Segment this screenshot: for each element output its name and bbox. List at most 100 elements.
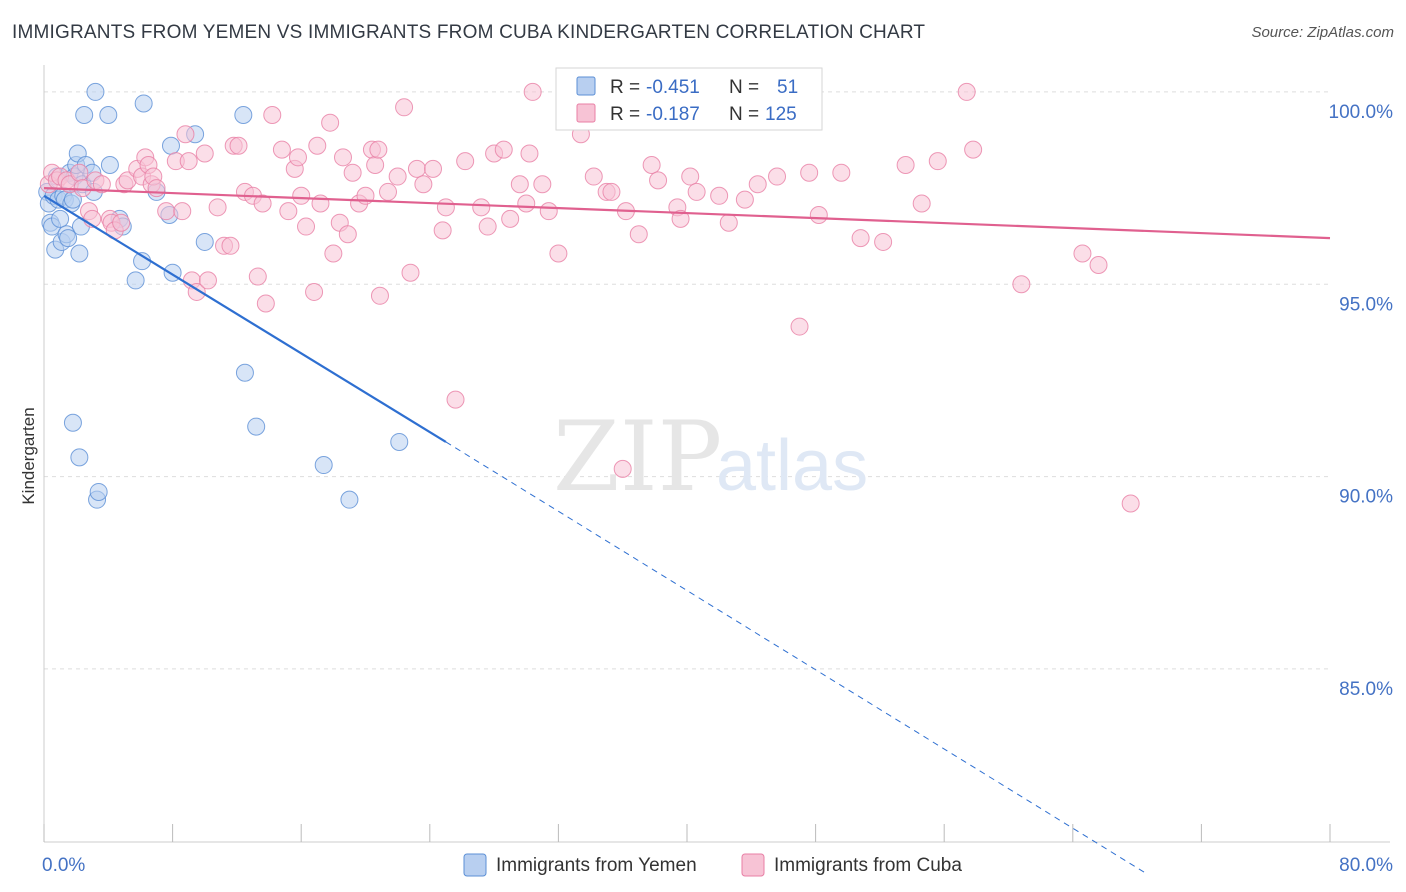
trend-yemen-dashed bbox=[445, 441, 1146, 874]
point-cuba-120 bbox=[1073, 244, 1092, 263]
point-yemen-36 bbox=[134, 94, 153, 113]
point-cuba-80 bbox=[494, 140, 513, 159]
point-cuba-25 bbox=[157, 202, 176, 221]
point-cuba-55 bbox=[324, 244, 343, 263]
point-cuba-112 bbox=[851, 229, 870, 248]
point-cuba-66 bbox=[379, 182, 398, 201]
point-yemen-39 bbox=[161, 136, 180, 155]
stats-box: R = -0.451 N = 51 R = -0.187 N = 125 bbox=[555, 67, 823, 131]
point-cuba-44 bbox=[263, 106, 282, 125]
point-cuba-100 bbox=[671, 209, 690, 228]
point-cuba-57 bbox=[333, 148, 352, 167]
point-yemen-27 bbox=[86, 82, 105, 101]
point-cuba-119 bbox=[1012, 275, 1031, 294]
point-cuba-15 bbox=[112, 213, 131, 232]
point-cuba-102 bbox=[687, 182, 706, 201]
legend-label-cuba: Immigrants from Cuba bbox=[774, 855, 962, 876]
point-cuba-38 bbox=[229, 136, 248, 155]
point-cuba-78 bbox=[478, 217, 497, 236]
point-cuba-88 bbox=[549, 244, 568, 263]
point-cuba-42 bbox=[253, 194, 272, 213]
point-yemen-30 bbox=[99, 106, 118, 125]
point-cuba-51 bbox=[305, 282, 324, 301]
point-yemen-47 bbox=[340, 490, 359, 509]
point-yemen-20 bbox=[70, 244, 89, 263]
point-cuba-71 bbox=[414, 175, 433, 194]
point-cuba-109 bbox=[800, 163, 819, 182]
y-axis-title: Kindergarten bbox=[19, 407, 38, 504]
point-cuba-118 bbox=[964, 140, 983, 159]
series-yemen-points bbox=[38, 82, 409, 509]
source-label: Source: ZipAtlas.com bbox=[1251, 24, 1394, 41]
point-cuba-72 bbox=[424, 159, 443, 178]
point-cuba-32 bbox=[195, 144, 214, 163]
point-yemen-31 bbox=[100, 156, 119, 175]
stats-swatch-yemen bbox=[576, 76, 596, 96]
point-cuba-114 bbox=[896, 156, 915, 175]
chart-title: IMMIGRANTS FROM YEMEN VS IMMIGRANTS FROM… bbox=[12, 22, 926, 43]
series-cuba-points bbox=[39, 82, 1140, 513]
point-yemen-49 bbox=[63, 413, 82, 432]
point-cuba-93 bbox=[613, 459, 632, 478]
point-cuba-87 bbox=[539, 202, 558, 221]
point-cuba-28 bbox=[176, 125, 195, 144]
watermark: ZIP atlas bbox=[553, 401, 868, 513]
point-cuba-82 bbox=[510, 175, 529, 194]
point-cuba-110 bbox=[809, 206, 828, 225]
point-cuba-54 bbox=[321, 113, 340, 132]
point-cuba-96 bbox=[629, 225, 648, 244]
stats-n-value-cuba: 125 bbox=[765, 104, 797, 125]
point-cuba-97 bbox=[642, 156, 661, 175]
x-tick-label-1: 80.0% bbox=[1339, 855, 1393, 876]
point-cuba-77 bbox=[472, 198, 491, 217]
point-yemen-48 bbox=[390, 432, 409, 451]
stats-n-label-cuba: N = bbox=[729, 104, 759, 125]
point-cuba-108 bbox=[790, 317, 809, 336]
point-cuba-121 bbox=[1089, 256, 1108, 275]
point-yemen-44 bbox=[235, 363, 254, 382]
point-cuba-29 bbox=[179, 152, 198, 171]
point-yemen-45 bbox=[247, 417, 266, 436]
point-cuba-43 bbox=[256, 294, 275, 313]
stats-n-label-yemen: N = bbox=[729, 77, 759, 98]
point-cuba-46 bbox=[279, 202, 298, 221]
point-cuba-84 bbox=[520, 144, 539, 163]
point-cuba-90 bbox=[584, 167, 603, 186]
point-cuba-68 bbox=[395, 98, 414, 117]
point-cuba-117 bbox=[957, 82, 976, 101]
point-cuba-92 bbox=[602, 182, 621, 201]
y-tick-label-1: 95.0% bbox=[1339, 294, 1393, 315]
trend-yemen-solid bbox=[43, 194, 447, 443]
trend-lines bbox=[43, 186, 1331, 874]
x-tick-label-0: 0.0% bbox=[42, 855, 85, 876]
point-cuba-104 bbox=[719, 213, 738, 232]
point-cuba-86 bbox=[533, 175, 552, 194]
point-cuba-75 bbox=[446, 390, 465, 409]
point-cuba-69 bbox=[401, 263, 420, 282]
x-tick-labels: 0.0% 80.0% bbox=[42, 855, 1393, 876]
point-yemen-23 bbox=[75, 106, 94, 125]
point-cuba-48 bbox=[288, 148, 307, 167]
watermark-zip: ZIP bbox=[553, 401, 722, 513]
point-cuba-58 bbox=[338, 225, 357, 244]
point-cuba-64 bbox=[369, 140, 388, 159]
point-cuba-34 bbox=[208, 198, 227, 217]
point-cuba-98 bbox=[649, 171, 668, 190]
point-cuba-67 bbox=[388, 167, 407, 186]
point-cuba-6 bbox=[70, 163, 89, 182]
point-cuba-27 bbox=[173, 202, 192, 221]
point-cuba-63 bbox=[366, 156, 385, 175]
y-tick-labels: 100.0% 95.0% 90.0% 85.0% bbox=[1329, 102, 1394, 700]
point-cuba-115 bbox=[912, 194, 931, 213]
point-cuba-111 bbox=[832, 163, 851, 182]
point-cuba-101 bbox=[681, 167, 700, 186]
stats-r-value-yemen: -0.451 bbox=[646, 77, 700, 98]
point-cuba-11 bbox=[92, 175, 111, 194]
point-cuba-49 bbox=[292, 186, 311, 205]
point-cuba-76 bbox=[456, 152, 475, 171]
point-cuba-106 bbox=[748, 175, 767, 194]
point-cuba-103 bbox=[710, 186, 729, 205]
stats-r-label-yemen: R = bbox=[610, 77, 640, 98]
point-yemen-43 bbox=[234, 106, 253, 125]
